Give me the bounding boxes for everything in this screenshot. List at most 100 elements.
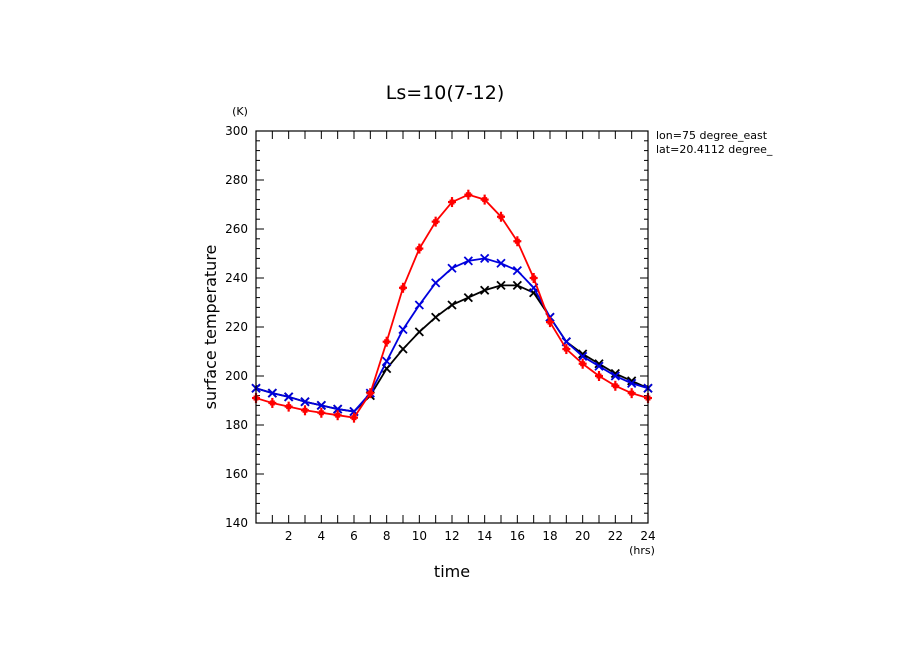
data-point — [627, 378, 637, 388]
marker-d2 — [627, 378, 637, 388]
data-point — [447, 300, 457, 310]
data-point — [398, 344, 408, 354]
x-tick-label: 2 — [285, 529, 293, 543]
marker-d2 — [316, 400, 326, 411]
x-tick-label: 4 — [318, 529, 326, 543]
marker-core — [286, 404, 292, 410]
marker-core — [498, 214, 504, 220]
y-tick-label: 260 — [225, 222, 248, 236]
data-point — [284, 392, 294, 402]
x-tick-label: 22 — [608, 529, 623, 543]
marker-d2 — [349, 406, 359, 417]
marker-d2 — [480, 285, 490, 295]
data-point — [578, 351, 588, 362]
marker-d2 — [398, 344, 408, 354]
data-point — [398, 324, 408, 335]
data-point — [512, 266, 522, 276]
marker-core — [563, 346, 569, 352]
marker-core — [531, 275, 537, 281]
marker-core — [335, 412, 341, 418]
marker-d2 — [414, 327, 424, 337]
marker-d2 — [300, 397, 310, 407]
marker-core — [465, 192, 471, 198]
marker-core — [367, 390, 373, 396]
marker-core — [482, 197, 488, 203]
marker-d2 — [610, 368, 620, 379]
data-point — [578, 358, 587, 369]
x-tick-label: 6 — [350, 529, 358, 543]
data-point — [399, 282, 407, 293]
marker-core — [318, 410, 324, 416]
data-point — [448, 197, 456, 208]
x-tick-label: 18 — [542, 529, 557, 543]
chart-title: Ls=10(7-12) — [386, 82, 505, 104]
y-axis-label: surface temperature — [201, 245, 220, 410]
marker-d2 — [594, 359, 604, 369]
data-point — [300, 397, 310, 407]
x-tick-label: 14 — [477, 529, 492, 543]
y-tick-label: 200 — [225, 369, 248, 383]
marker-d2 — [447, 300, 457, 310]
marker-d2 — [382, 364, 392, 374]
y-unit-label: (K) — [232, 105, 248, 118]
x-tick-label: 20 — [575, 529, 590, 543]
y-tick-label: 160 — [225, 467, 248, 481]
marker-core — [384, 339, 390, 345]
marker-d2 — [496, 258, 506, 268]
x-tick-label: 8 — [383, 529, 391, 543]
data-point — [546, 317, 554, 328]
data-point — [512, 280, 522, 290]
x-unit-label: (hrs) — [629, 544, 655, 557]
marker-d2 — [414, 300, 424, 310]
marker-core — [302, 407, 308, 413]
y-tick-label: 280 — [225, 173, 248, 187]
marker-d2 — [594, 361, 604, 371]
series-0 — [252, 189, 652, 423]
data-point — [268, 397, 277, 408]
data-point — [480, 194, 489, 205]
data-point — [350, 412, 358, 423]
data-point — [480, 253, 490, 264]
data-point — [333, 404, 343, 414]
marker-core — [400, 285, 406, 291]
marker-core — [416, 246, 422, 252]
x-tick-label: 12 — [444, 529, 459, 543]
data-point — [431, 278, 441, 288]
marker-d2 — [627, 376, 637, 386]
marker-core — [351, 415, 357, 421]
data-point — [382, 356, 392, 366]
data-point — [366, 388, 375, 399]
data-point — [267, 388, 277, 398]
data-point — [611, 380, 620, 391]
data-point — [431, 216, 440, 227]
marker-d2 — [431, 312, 441, 322]
marker-d2 — [610, 371, 620, 381]
data-point — [463, 256, 473, 266]
y-tick-label: 140 — [225, 516, 248, 530]
marker-core — [449, 199, 455, 205]
marker-core — [514, 238, 520, 244]
marker-core — [269, 400, 275, 406]
marker-d2 — [480, 253, 490, 264]
data-point — [627, 388, 636, 399]
data-point — [301, 405, 309, 416]
annotation-lon: lon=75 degree_east — [656, 129, 768, 142]
marker-d2 — [431, 278, 441, 288]
data-point — [316, 400, 326, 411]
y-tick-label: 180 — [225, 418, 248, 432]
y-tick-label: 220 — [225, 320, 248, 334]
marker-core — [547, 319, 553, 325]
data-point — [382, 336, 391, 347]
marker-d2 — [463, 256, 473, 266]
data-point — [496, 280, 506, 290]
data-point — [414, 327, 424, 337]
data-point — [610, 371, 620, 381]
y-tick-label: 240 — [225, 271, 248, 285]
marker-d2 — [578, 349, 588, 359]
data-point — [594, 361, 604, 371]
marker-d2 — [578, 351, 588, 362]
data-point — [513, 236, 522, 247]
marker-d2 — [447, 263, 457, 273]
data-point — [578, 349, 588, 359]
